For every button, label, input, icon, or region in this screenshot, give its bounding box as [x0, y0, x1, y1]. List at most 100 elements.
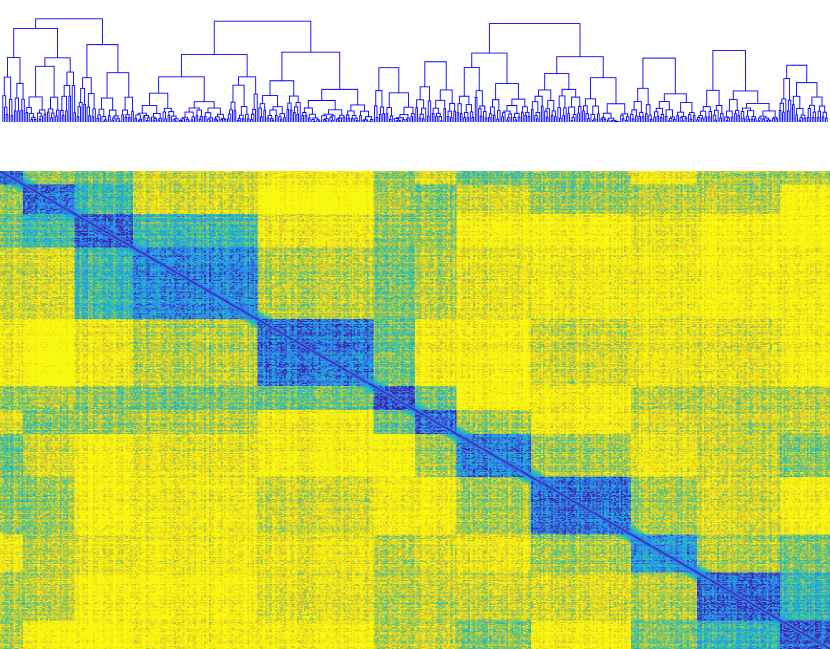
- dendrogram-link: [435, 115, 438, 122]
- dendrogram-link: [190, 119, 194, 122]
- dendrogram-link: [527, 116, 531, 122]
- dendrogram-link: [13, 110, 17, 122]
- dendrogram-link: [641, 116, 645, 122]
- dendrogram-link: [506, 105, 518, 114]
- dendrogram-link: [76, 116, 80, 122]
- dendrogram-link: [379, 113, 382, 122]
- dendrogram-link: [673, 119, 676, 122]
- dendrogram-link: [547, 100, 555, 111]
- dendrogram-link: [590, 77, 617, 104]
- dendrogram-link: [20, 109, 24, 122]
- dendrogram-link: [241, 118, 245, 122]
- dendrogram-link: [342, 116, 346, 122]
- dendrogram-link: [635, 115, 638, 122]
- dendrogram-link: [152, 112, 161, 119]
- dendrogram-link: [426, 115, 430, 122]
- dendrogram-link: [642, 57, 676, 94]
- dendrogram-link: [223, 118, 227, 122]
- dendrogram-link: [639, 111, 644, 117]
- dendrogram-link: [100, 97, 114, 111]
- dendrogram-link: [676, 115, 679, 122]
- dendrogram-link: [435, 99, 446, 109]
- dendrogram-link: [649, 118, 653, 122]
- dendrogram-link: [388, 92, 409, 108]
- dendrogram-link: [597, 113, 600, 122]
- dendrogram-link: [712, 50, 746, 91]
- dendrogram-link: [432, 107, 439, 114]
- dendrogram-link: [5, 114, 9, 122]
- dendrogram-link: [606, 103, 626, 114]
- dendrogram-link: [582, 110, 585, 122]
- dendrogram-link: [174, 120, 177, 122]
- dendrogram-link: [142, 116, 146, 122]
- dendrogram-link: [301, 115, 304, 122]
- dendrogram-link: [378, 67, 400, 93]
- dendrogram-link: [816, 117, 820, 122]
- dendrogram-link: [806, 116, 810, 122]
- dendrogram-link: [236, 120, 240, 122]
- dendrogram-link: [768, 120, 772, 122]
- dendrogram-link: [747, 118, 750, 122]
- dendrogram-link: [474, 97, 478, 122]
- dendrogram-link: [796, 108, 804, 116]
- dendrogram: [2, 18, 828, 123]
- dendrogram-link: [359, 115, 362, 122]
- dendrogram-link: [415, 107, 418, 122]
- dendrogram-link: [424, 61, 447, 90]
- dendrogram-link: [68, 95, 72, 122]
- dendrogram-link: [689, 118, 693, 122]
- dendrogram-link: [783, 78, 791, 101]
- dendrogram-link: [730, 116, 734, 122]
- dendrogram-link: [459, 113, 463, 122]
- dendrogram-link: [506, 119, 509, 122]
- dendrogram-link: [692, 115, 696, 122]
- dendrogram-link: [124, 96, 133, 112]
- dendrogram-link: [321, 88, 359, 105]
- dendrogram-link: [375, 90, 383, 108]
- dendrogram-link: [567, 113, 570, 122]
- dendrogram-link: [157, 119, 161, 122]
- dendrogram-link: [521, 106, 528, 113]
- dendrogram-link: [382, 113, 385, 122]
- dendrogram-link: [696, 119, 699, 122]
- dendrogram-link: [625, 119, 628, 122]
- dendrogram-link: [233, 110, 237, 122]
- dendrogram-link: [80, 88, 86, 105]
- dendrogram-link: [821, 116, 825, 122]
- dendrogram-link: [180, 120, 184, 122]
- dendrogram-link: [645, 113, 648, 122]
- dendrogram-link: [488, 23, 581, 57]
- dendrogram-link: [418, 117, 422, 122]
- dendrogram-link: [680, 102, 693, 113]
- dendrogram-link: [772, 117, 775, 122]
- dendrogram-link: [453, 110, 456, 122]
- dendrogram-link: [289, 95, 299, 104]
- dendrogram-link: [421, 118, 425, 122]
- dendrogram-link: [50, 117, 53, 122]
- dendrogram-link: [269, 109, 277, 116]
- dendrogram-link: [82, 77, 92, 94]
- dendrogram-link: [545, 116, 549, 122]
- dendrogram-link: [795, 114, 798, 122]
- dendrogram-link: [350, 118, 354, 122]
- dendrogram-link: [17, 110, 20, 122]
- dendrogram-link: [3, 76, 12, 100]
- dendrogram-link: [488, 117, 491, 122]
- dendrogram-link: [33, 119, 37, 122]
- dendrogram-link: [193, 101, 215, 109]
- dendrogram-link: [540, 105, 544, 122]
- dendrogram-link: [754, 118, 757, 122]
- dendrogram-link: [787, 110, 790, 122]
- dendrogram-link: [621, 118, 625, 122]
- dendrogram-link: [146, 119, 149, 122]
- dendrogram-link: [664, 115, 668, 122]
- dendrogram-link: [167, 115, 171, 122]
- dendrogram-link: [91, 116, 95, 122]
- dendrogram-link: [73, 112, 76, 122]
- dendrogram-link: [556, 56, 604, 78]
- dendrogram-link: [259, 103, 266, 111]
- dendrogram-link: [584, 98, 597, 107]
- dendrogram-link: [203, 115, 207, 122]
- dendrogram-link: [63, 84, 71, 97]
